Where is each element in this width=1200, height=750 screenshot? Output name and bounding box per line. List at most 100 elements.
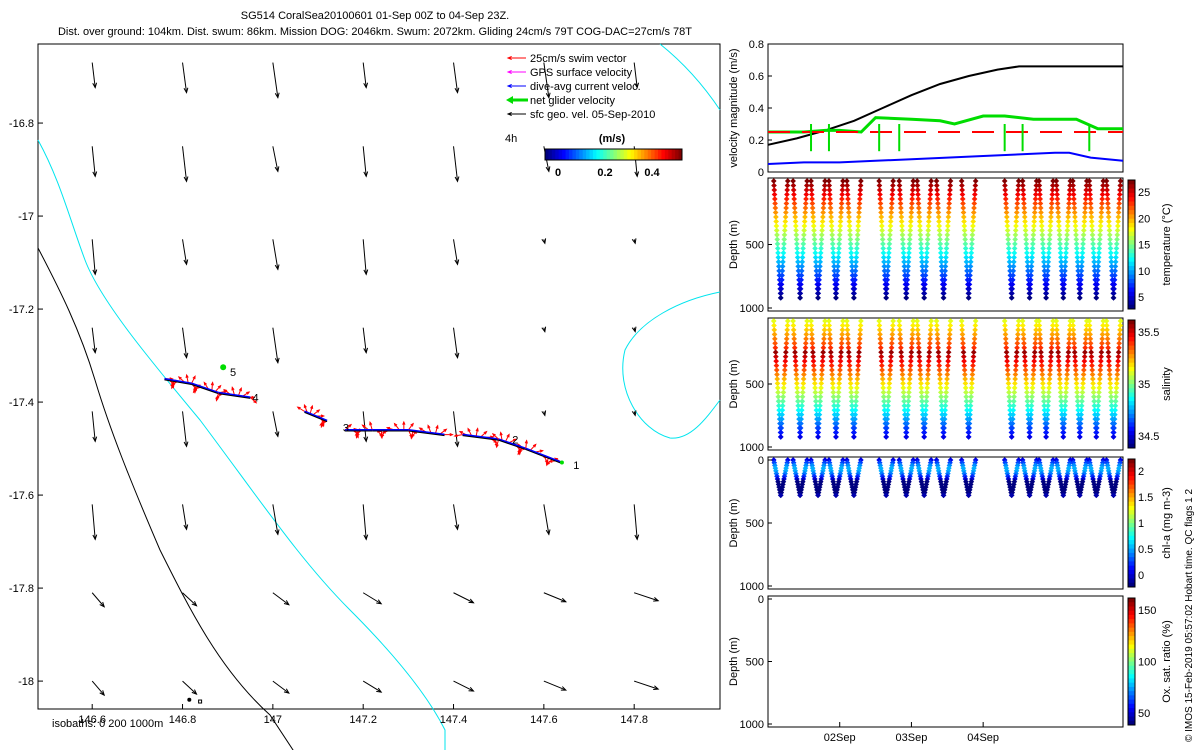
sal-point	[838, 340, 845, 347]
sal-point	[908, 349, 915, 356]
sal-point	[1002, 322, 1008, 329]
sal-colorbar-tick: 35.5	[1138, 327, 1159, 339]
sal-point	[839, 336, 845, 342]
temp-point	[1079, 259, 1085, 265]
temp-point	[887, 223, 894, 229]
sal-point	[1031, 349, 1038, 356]
temp-point	[1054, 187, 1060, 193]
temp-point	[1082, 196, 1089, 202]
temp-point	[784, 182, 791, 189]
temp-point	[1006, 254, 1013, 261]
sal-point	[1083, 322, 1090, 329]
map-y-tick-label: -17.6	[9, 490, 34, 502]
temp-point	[830, 254, 837, 261]
temp-point	[855, 218, 862, 225]
sal-point	[1032, 336, 1039, 342]
temp-point	[961, 218, 967, 225]
map-y-tick-label: -17.4	[9, 397, 34, 409]
temp-point	[798, 277, 805, 283]
temp-point	[833, 290, 840, 297]
sal-point	[1074, 393, 1081, 400]
sal-point	[1106, 371, 1113, 378]
sal-point	[776, 407, 782, 413]
map-colorbar-cell	[562, 149, 567, 160]
swim-vector-head	[410, 433, 415, 438]
map-colorbar-cell	[589, 149, 594, 160]
oxy-colorbar-tick: 50	[1138, 708, 1150, 720]
velocity-ylabel: velocity magnitude (m/s)	[728, 48, 740, 167]
sal-point	[830, 389, 837, 396]
sal-point	[906, 389, 912, 396]
sal-point	[1111, 416, 1118, 422]
temp-point	[1009, 281, 1016, 288]
temp-point	[1056, 236, 1063, 243]
swim-vector-head	[355, 434, 359, 439]
swim-vector	[214, 385, 221, 392]
sal-point	[813, 402, 819, 409]
sal-point	[833, 434, 839, 440]
sal-point	[1054, 336, 1061, 342]
geo-vector-head	[99, 601, 106, 608]
sal-point	[1060, 434, 1067, 440]
sal-point	[1064, 367, 1071, 373]
sal-point	[1105, 340, 1111, 347]
sal-point	[804, 318, 810, 324]
sal-point	[803, 331, 810, 338]
temp-point	[876, 187, 883, 193]
sal-colorbar-cell	[1128, 443, 1135, 449]
sal-point	[904, 420, 910, 427]
temp-point	[910, 182, 916, 189]
map-colorbar-cell	[548, 149, 553, 160]
sal-point	[907, 358, 914, 364]
sal-point	[792, 349, 798, 356]
geo-vector-head	[634, 171, 640, 178]
map-colorbar-cell	[678, 149, 683, 160]
temp-point	[783, 196, 790, 202]
temp-point	[1012, 232, 1019, 238]
temp-point	[1033, 182, 1040, 189]
chl-colorbar-cell	[1128, 527, 1135, 533]
sal-point	[1003, 353, 1010, 360]
sal-point	[821, 336, 827, 342]
sal-point	[925, 358, 932, 364]
sal-point	[963, 393, 970, 400]
sal-point	[1003, 340, 1009, 347]
sal-point	[876, 322, 883, 329]
sal-point	[798, 416, 805, 422]
oxy-colorbar-cell	[1128, 614, 1135, 620]
sal-point	[782, 353, 789, 360]
sal-point	[797, 434, 803, 440]
sal-point	[802, 353, 808, 360]
sal-point	[1061, 416, 1068, 422]
sal-point	[934, 336, 941, 342]
track-line	[408, 430, 445, 437]
sal-point	[919, 402, 926, 409]
sal-point	[1079, 398, 1085, 405]
temp-point	[836, 236, 843, 243]
temp-point	[813, 259, 819, 265]
sal-point	[905, 407, 911, 413]
swim-vector-head	[320, 414, 326, 418]
temp-point	[917, 232, 924, 238]
sal-point	[919, 398, 925, 405]
sal-colorbar-cell	[1128, 422, 1135, 428]
temp-point	[819, 218, 826, 225]
temp-point	[1116, 196, 1123, 202]
sal-point	[851, 429, 857, 436]
temp-point	[1002, 187, 1009, 193]
sal-point	[926, 344, 933, 351]
temp-point	[1012, 241, 1018, 247]
temp-point	[900, 250, 907, 256]
chl-colorbar-cell	[1128, 471, 1135, 477]
sal-point	[1077, 420, 1084, 427]
temp-point	[1037, 205, 1044, 211]
temp-colorbar-cell	[1128, 244, 1135, 250]
sal-point	[818, 385, 824, 391]
sal-point	[781, 376, 788, 382]
sal-point	[923, 393, 930, 400]
sal-point	[1038, 362, 1045, 369]
sal-point	[793, 371, 800, 378]
sal-point	[1021, 340, 1027, 347]
sal-point	[1088, 353, 1095, 360]
